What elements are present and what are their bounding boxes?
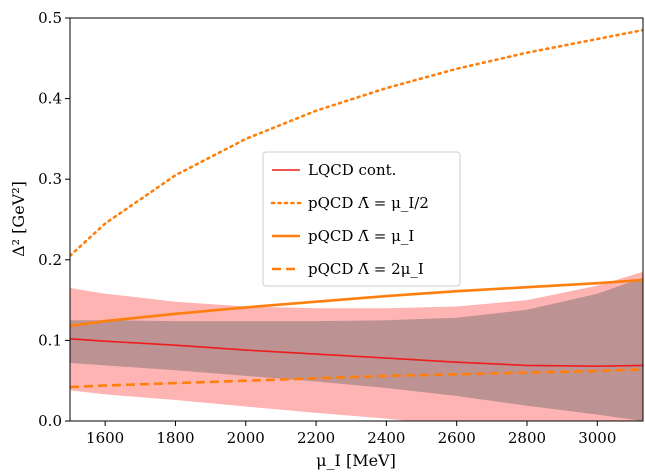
legend-label-1: pQCD Λ̄ = μ_I/2 (308, 194, 429, 212)
x-axis-ticks: 1600 1800 2000 2200 2400 2600 2800 3000 (86, 421, 616, 447)
plot-frame (69, 17, 644, 422)
legend-box (262, 151, 461, 287)
x-tick-label: 1800 (156, 429, 194, 447)
y-tick-label: 0.3 (38, 170, 62, 188)
series-line-1 (70, 28, 643, 258)
x-tick-label: 2400 (367, 429, 405, 447)
lines-layer (70, 28, 643, 389)
x-tick-label: 2000 (227, 429, 265, 447)
y-axis-ticks: 0.0 0.1 0.2 0.3 0.4 0.5 (38, 9, 70, 430)
series-line-2 (70, 278, 643, 328)
y-tick-label: 0.2 (38, 251, 62, 269)
y-tick-label: 0.4 (38, 90, 62, 108)
x-tick-label: 3000 (578, 429, 616, 447)
legend-label-0: LQCD cont. (308, 161, 396, 179)
y-tick-label: 0.5 (38, 9, 62, 27)
series-line-3 (70, 368, 643, 389)
x-tick-label: 1600 (86, 429, 124, 447)
legend-label-2: pQCD Λ̄ = μ_I (308, 227, 414, 245)
series-line-0 (70, 338, 643, 368)
y-tick-label: 0.1 (38, 331, 62, 349)
x-axis-label: μ_I [MeV] (316, 451, 396, 470)
legend-label-3: pQCD Λ̄ = 2μ_I (308, 260, 424, 278)
legend: LQCD cont. pQCD Λ̄ = μ_I/2 pQCD Λ̄ = μ_I pQ… (262, 151, 461, 287)
band-inner (70, 277, 643, 421)
y-tick-label: 0.0 (38, 412, 62, 430)
x-tick-label: 2600 (438, 429, 476, 447)
x-tick-label: 2800 (508, 429, 546, 447)
x-tick-label: 2200 (297, 429, 335, 447)
y-axis-label: Δ² [GeV²] (9, 181, 28, 257)
